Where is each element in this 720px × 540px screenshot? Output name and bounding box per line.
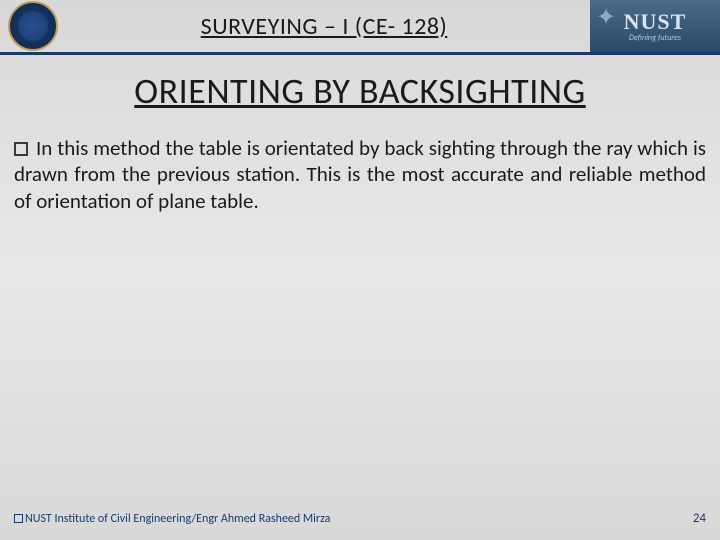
slide-footer: NUST Institute of Civil Engineering/Engr… — [14, 511, 706, 526]
paragraph-text: In this method the table is orientated b… — [14, 135, 706, 214]
bullet-square-icon — [14, 142, 28, 156]
footer-bullet-icon — [14, 514, 23, 523]
slide-header: SURVEYING – I (CE- 128) ✦ NUST Defining … — [0, 0, 720, 52]
slide-title: ORIENTING BY BACKSIGHTING — [0, 69, 720, 113]
footer-left: NUST Institute of Civil Engineering/Engr… — [14, 512, 330, 526]
nust-logo: ✦ NUST Defining futures — [590, 0, 720, 52]
nust-star-icon: ✦ — [596, 6, 628, 38]
institute-seal-logo — [8, 1, 58, 51]
nust-logo-text: NUST — [624, 9, 687, 35]
nust-tagline: Defining futures — [629, 33, 681, 43]
footer-text: NUST Institute of Civil Engineering/Engr… — [25, 512, 330, 526]
header-divider — [0, 52, 720, 55]
course-title: SURVEYING – I (CE- 128) — [58, 12, 590, 41]
body-paragraph: In this method the table is orientated b… — [14, 135, 706, 214]
page-number: 24 — [693, 511, 706, 526]
